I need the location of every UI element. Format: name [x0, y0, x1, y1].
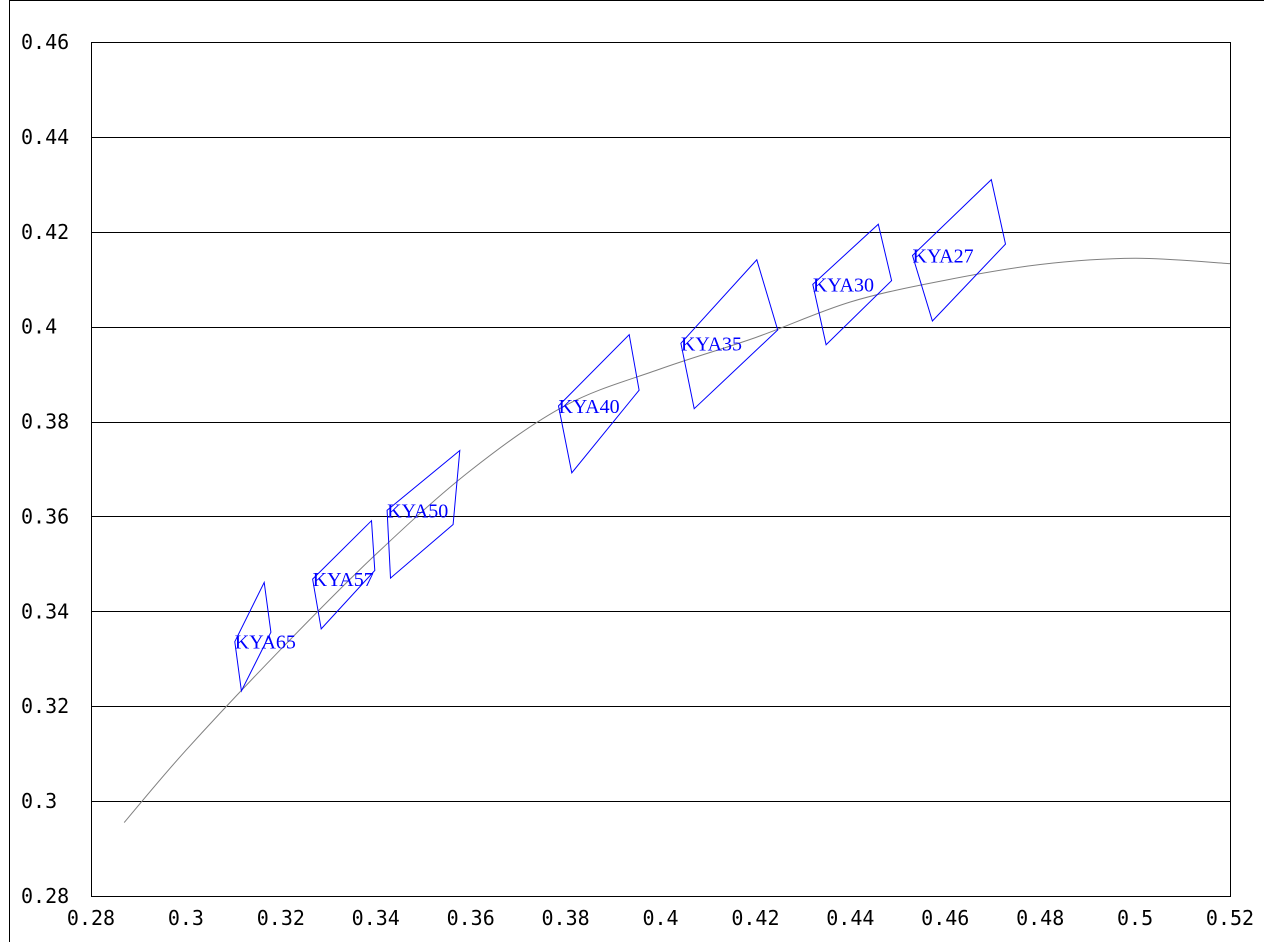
- bin-label: KYA27: [913, 246, 974, 268]
- bin-quadrilateral: [386, 449, 461, 580]
- bin-label: KYA57: [313, 569, 374, 591]
- plot-frame: [91, 42, 1231, 897]
- y-tick-label: 0.28: [21, 884, 69, 908]
- locus-curve: [123, 257, 1231, 823]
- bin-quadrilateral: [234, 580, 272, 693]
- bin-quadrilateral: [557, 333, 640, 474]
- y-axis-tick-labels: 0.28 0.3 0.32 0.34 0.36 0.38 0.4 0.42 0.44 0.46: [21, 30, 69, 908]
- bin-quadrilateral: [812, 223, 893, 346]
- bin-kya50: KYA50: [386, 449, 461, 580]
- x-tick-label: 0.44: [826, 906, 874, 930]
- bin-kya35: KYA35: [680, 258, 779, 410]
- x-tick-label: 0.34: [352, 906, 400, 930]
- bin-kya40: KYA40: [557, 333, 640, 474]
- chromaticity-bins: KYA65 KYA57 KYA50 KYA40 KYA35 KYA30 KYA27: [234, 178, 1007, 693]
- x-axis-tick-labels: 0.28 0.3 0.32 0.34 0.36 0.38 0.4 0.42 0.44 0.46 0.…: [67, 906, 1254, 930]
- bin-label: KYA65: [235, 632, 296, 654]
- grid-lines: [91, 137, 1230, 802]
- x-tick-label: 0.3: [168, 906, 204, 930]
- y-tick-label: 0.44: [21, 125, 69, 149]
- y-tick-label: 0.36: [21, 504, 69, 528]
- y-tick-label: 0.3: [21, 789, 57, 813]
- y-tick-label: 0.32: [21, 694, 69, 718]
- x-tick-label: 0.38: [541, 906, 589, 930]
- x-tick-label: 0.52: [1206, 906, 1254, 930]
- bin-kya65: KYA65: [234, 580, 296, 693]
- y-tick-label: 0.38: [21, 410, 69, 434]
- x-tick-label: 0.32: [257, 906, 305, 930]
- x-tick-label: 0.36: [447, 906, 495, 930]
- locus-curve-path: [123, 257, 1231, 823]
- y-tick-label: 0.46: [21, 30, 69, 54]
- bin-kya30: KYA30: [812, 223, 893, 346]
- y-tick-label: 0.34: [21, 599, 69, 623]
- x-tick-label: 0.4: [642, 906, 678, 930]
- bin-label: KYA30: [813, 274, 874, 296]
- bin-label: KYA35: [681, 333, 742, 355]
- x-tick-label: 0.28: [67, 906, 115, 930]
- bin-quadrilateral: [911, 178, 1007, 322]
- bin-label: KYA40: [558, 396, 619, 418]
- y-tick-label: 0.42: [21, 220, 69, 244]
- bin-quadrilateral: [312, 519, 376, 630]
- x-tick-label: 0.48: [1016, 906, 1064, 930]
- y-tick-label: 0.4: [21, 315, 57, 339]
- bin-kya27: KYA27: [911, 178, 1007, 322]
- bin-kya57: KYA57: [312, 519, 376, 630]
- bin-quadrilateral: [680, 258, 779, 410]
- x-tick-label: 0.46: [921, 906, 969, 930]
- x-tick-label: 0.42: [731, 906, 779, 930]
- bin-label: KYA50: [387, 500, 448, 522]
- x-tick-label: 0.5: [1117, 906, 1153, 930]
